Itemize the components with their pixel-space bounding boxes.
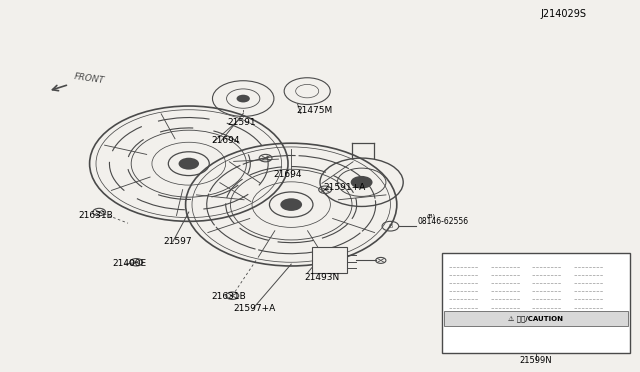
Text: FRONT: FRONT: [74, 73, 106, 86]
Text: 21493N: 21493N: [304, 273, 339, 282]
Text: ⚠ 注意/CAUTION: ⚠ 注意/CAUTION: [509, 315, 563, 322]
Text: 21694: 21694: [273, 170, 302, 179]
Text: 21694: 21694: [211, 136, 240, 145]
Text: 21597: 21597: [163, 237, 192, 246]
Circle shape: [179, 158, 199, 170]
Text: 21591+A: 21591+A: [323, 183, 365, 192]
Text: 21631B: 21631B: [78, 211, 113, 219]
Circle shape: [351, 176, 372, 189]
Text: 21631B: 21631B: [211, 292, 246, 301]
Text: B: B: [388, 224, 392, 229]
Text: 21599N: 21599N: [520, 356, 552, 365]
Text: 21591: 21591: [227, 118, 256, 126]
Text: 08146-62556: 08146-62556: [418, 217, 469, 226]
FancyBboxPatch shape: [442, 253, 630, 353]
FancyBboxPatch shape: [312, 247, 347, 273]
Text: 21475M: 21475M: [296, 106, 333, 115]
FancyBboxPatch shape: [444, 311, 628, 326]
Circle shape: [280, 198, 302, 211]
Text: J214029S: J214029S: [541, 9, 587, 19]
Circle shape: [237, 95, 250, 102]
Text: 21400E: 21400E: [112, 259, 146, 268]
Text: 21597+A: 21597+A: [234, 304, 276, 312]
Text: (B): (B): [427, 214, 436, 219]
